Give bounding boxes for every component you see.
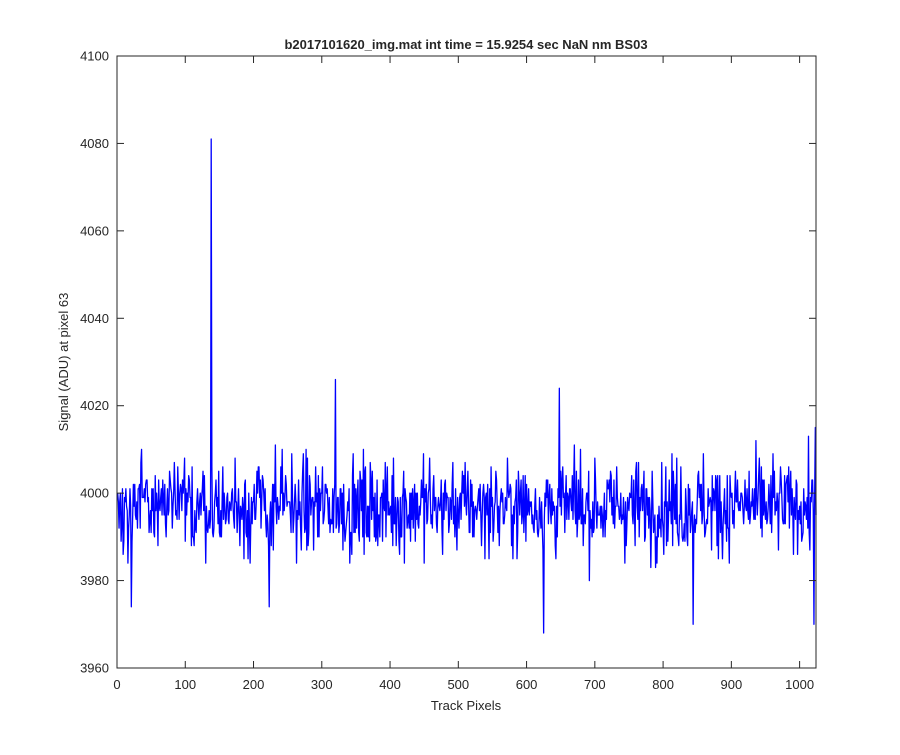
x-tick-label: 300 xyxy=(311,677,333,692)
x-axis-label: Track Pixels xyxy=(431,698,502,713)
y-tick-label: 4080 xyxy=(80,136,109,151)
x-tick-label: 1000 xyxy=(785,677,814,692)
chart-title: b2017101620_img.mat int time = 15.9254 s… xyxy=(284,37,647,52)
y-tick-label: 4020 xyxy=(80,398,109,413)
plot-area-background xyxy=(117,56,816,668)
y-tick-label: 4060 xyxy=(80,223,109,238)
y-tick-label: 4100 xyxy=(80,49,109,64)
series-layer xyxy=(117,138,817,634)
y-tick-label: 4040 xyxy=(80,311,109,326)
x-tick-label: 400 xyxy=(379,677,401,692)
x-tick-label: 0 xyxy=(113,677,120,692)
x-tick-label: 900 xyxy=(721,677,743,692)
y-tick-label: 3980 xyxy=(80,573,109,588)
series-line xyxy=(117,138,817,634)
x-tick-label: 800 xyxy=(652,677,674,692)
y-axis: 3960 3980 4000 4020 4040 4060 4080 4100 xyxy=(80,49,816,676)
x-tick-label: 600 xyxy=(516,677,538,692)
x-axis: 0 100 200 300 400 500 600 700 800 900 1000 xyxy=(113,56,814,692)
x-tick-label: 500 xyxy=(447,677,469,692)
x-tick-label: 100 xyxy=(174,677,196,692)
y-tick-label: 3960 xyxy=(80,661,109,676)
y-tick-label: 4000 xyxy=(80,486,109,501)
x-tick-label: 200 xyxy=(243,677,265,692)
y-axis-label: Signal (ADU) at pixel 63 xyxy=(56,293,71,432)
x-tick-label: 700 xyxy=(584,677,606,692)
axes-box xyxy=(116,55,817,669)
